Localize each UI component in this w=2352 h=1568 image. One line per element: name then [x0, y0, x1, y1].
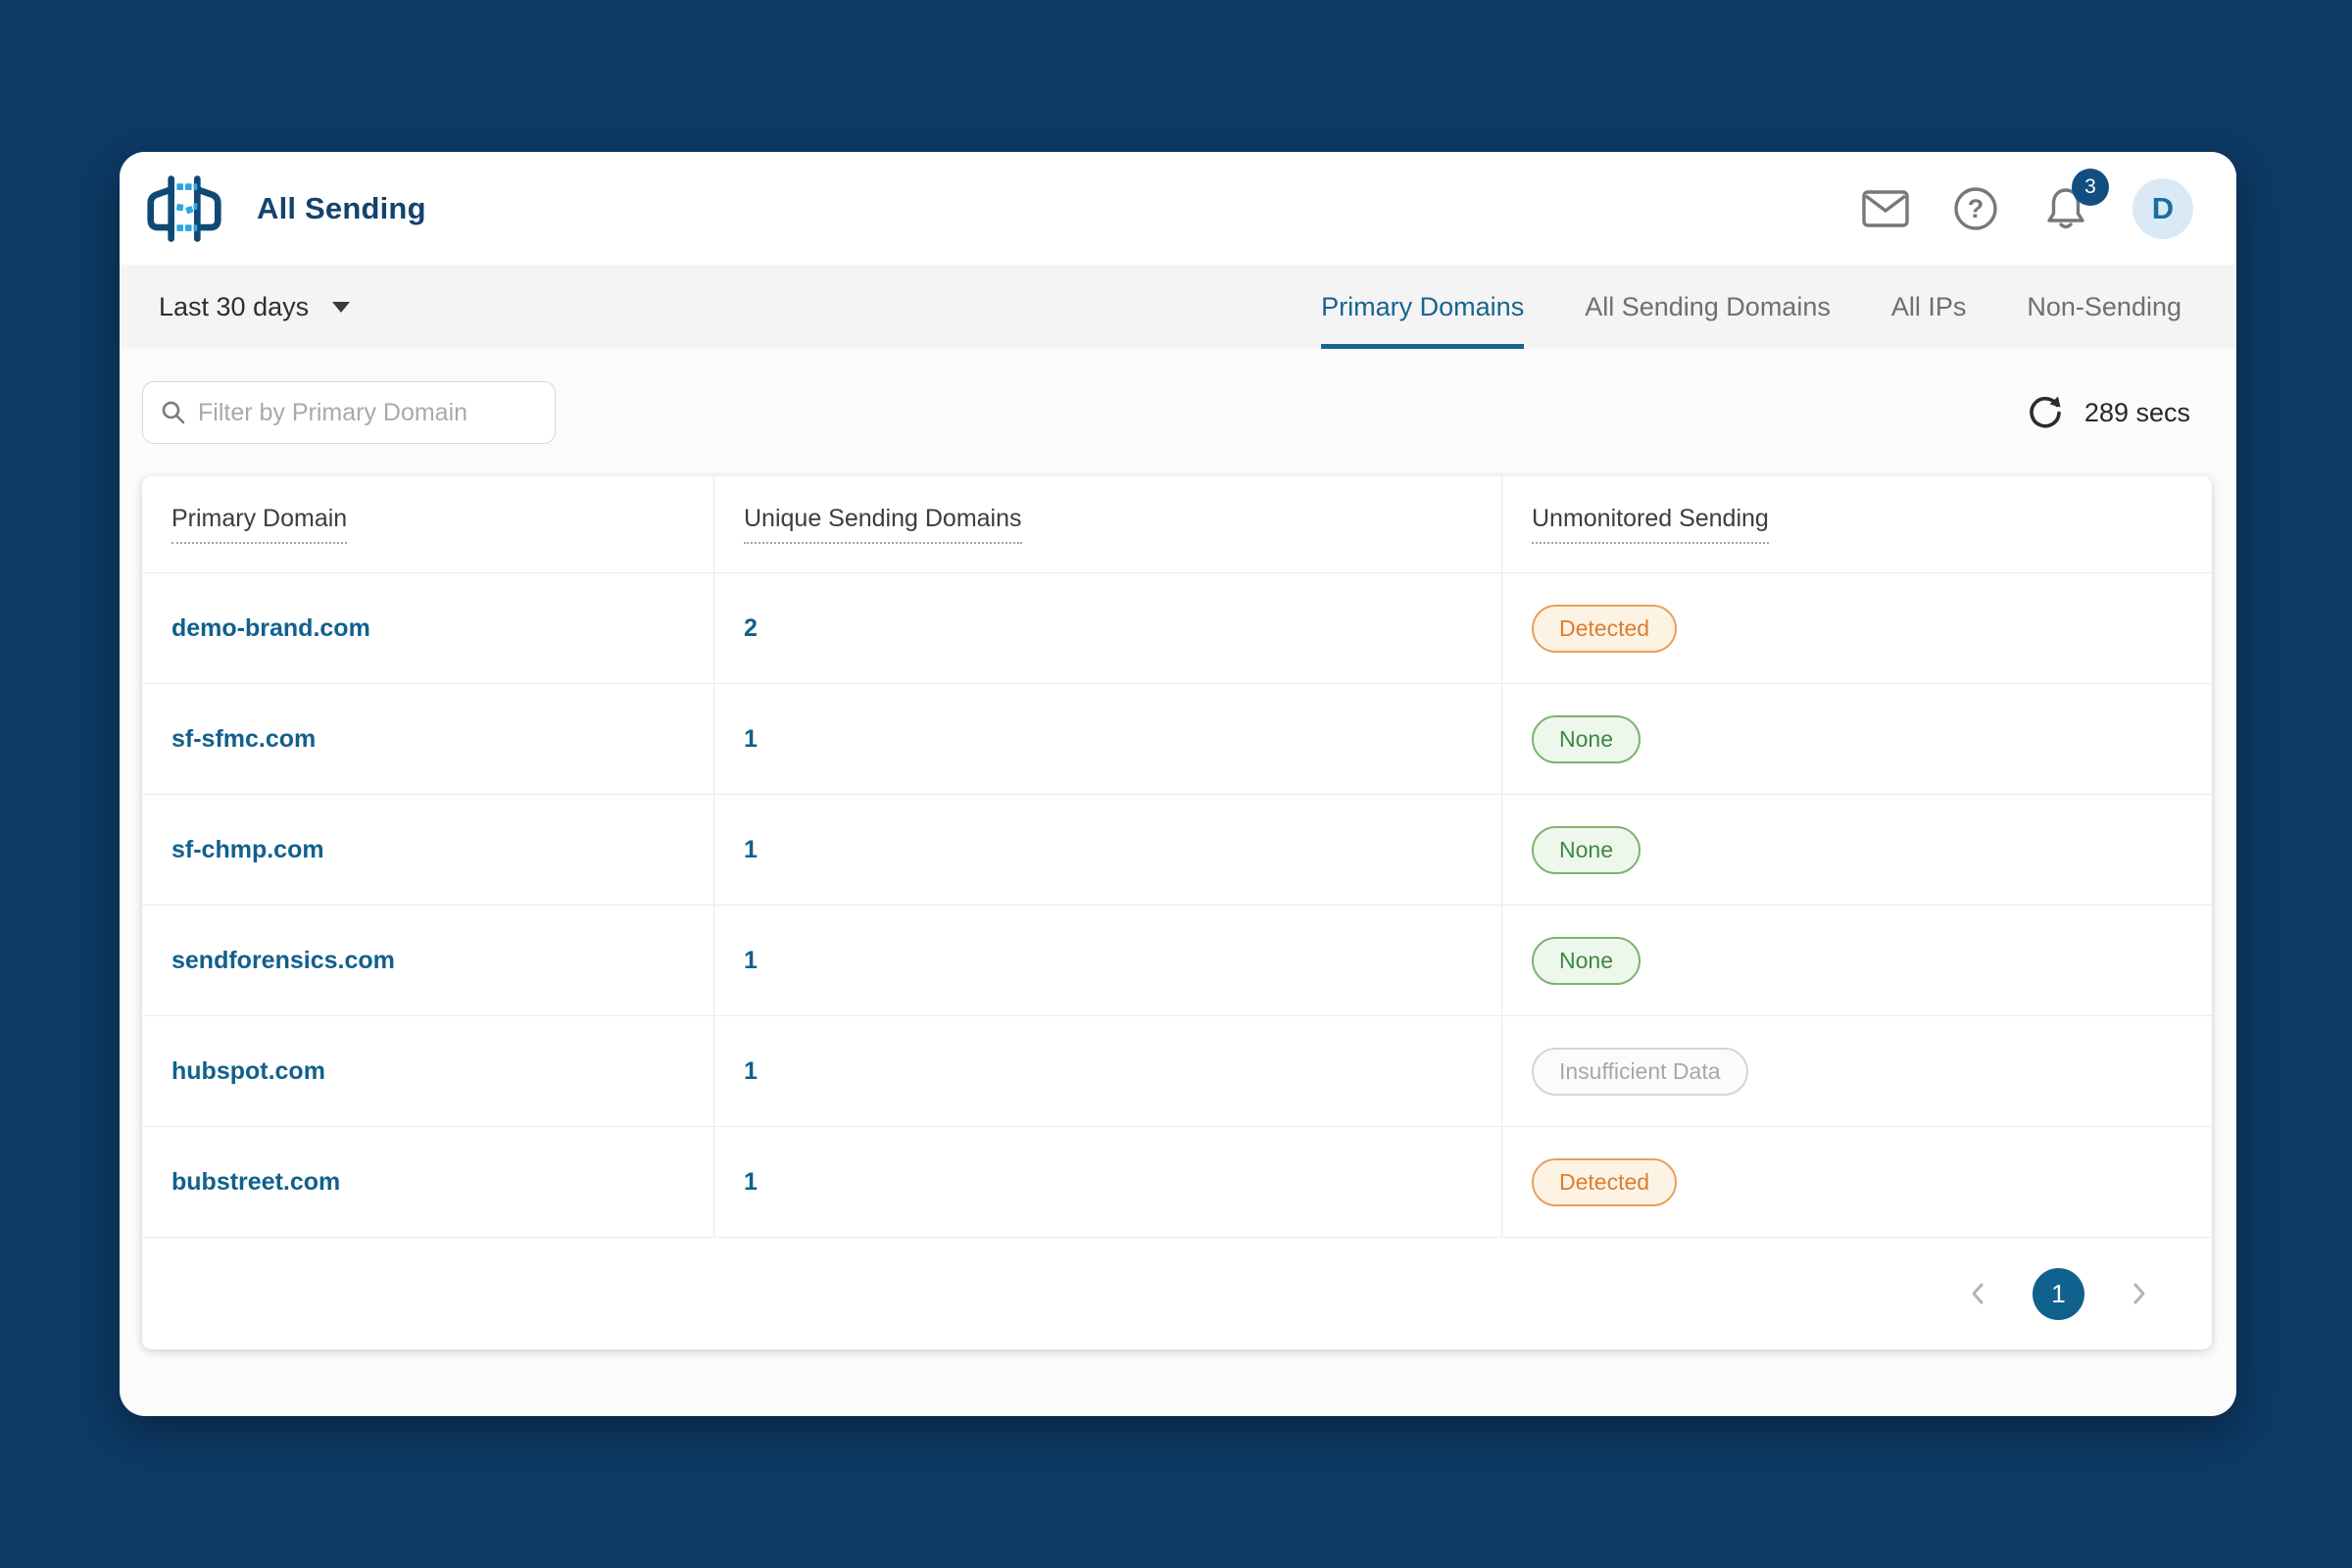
unique-sending-domains-value[interactable]: 2	[744, 613, 758, 642]
status-badge: Insufficient Data	[1532, 1047, 1748, 1096]
table-row: hubspot.com 1 Insufficient Data	[142, 1015, 2212, 1126]
status-badge: Detected	[1532, 1157, 1678, 1206]
filter-input-container	[142, 381, 556, 444]
svg-text:?: ?	[1968, 194, 1984, 223]
primary-domain-link[interactable]: sf-chmp.com	[172, 835, 324, 863]
date-range-label: Last 30 days	[159, 291, 310, 321]
tab-non-sending[interactable]: Non-Sending	[2027, 291, 2181, 321]
table-header-row: Primary Domain Unique Sending Domains Un…	[142, 476, 2212, 572]
primary-domain-link[interactable]: hubspot.com	[172, 1056, 325, 1085]
content-area: 289 secs Primary Domain Unique Sending D…	[120, 349, 2236, 1349]
table-row: demo-brand.com 2 Detected	[142, 572, 2212, 683]
refresh-icon	[2030, 396, 2061, 428]
toolbar: Last 30 days Primary Domains All Sending…	[120, 265, 2236, 349]
table-row: sf-sfmc.com 1 None	[142, 683, 2212, 794]
bell-icon[interactable]: 3	[2042, 168, 2109, 233]
table-row: bubstreet.com 1 Detected	[142, 1126, 2212, 1237]
unique-sending-domains-value[interactable]: 1	[744, 835, 758, 863]
status-badge: None	[1532, 714, 1641, 763]
app-header: All Sending ? 3	[120, 152, 2236, 265]
table-row: sendforensics.com 1 None	[142, 905, 2212, 1015]
date-range-select[interactable]: Last 30 days	[159, 265, 351, 349]
unique-sending-domains-value[interactable]: 1	[744, 724, 758, 753]
status-badge: None	[1532, 825, 1641, 874]
tab-all-ips[interactable]: All IPs	[1890, 291, 1967, 321]
primary-domain-link[interactable]: bubstreet.com	[172, 1167, 341, 1196]
avatar[interactable]: D	[2132, 177, 2193, 239]
search-icon	[162, 401, 185, 424]
tab-bar: Primary Domains All Sending Domains All …	[1321, 265, 2181, 349]
table-row: sf-chmp.com 1 None	[142, 794, 2212, 905]
help-icon[interactable]: ?	[1952, 185, 1999, 232]
pagination: 1	[142, 1237, 2212, 1349]
notification-count-badge: 3	[2072, 168, 2109, 206]
tab-primary-domains[interactable]: Primary Domains	[1321, 265, 1525, 349]
next-page-icon[interactable]	[2126, 1281, 2151, 1306]
column-header-unmonitored-sending[interactable]: Unmonitored Sending	[1532, 505, 1769, 544]
primary-domain-link[interactable]: sf-sfmc.com	[172, 724, 317, 753]
app-logo-icon	[147, 174, 221, 242]
filter-primary-domain-input[interactable]	[198, 398, 537, 427]
refresh-control[interactable]: 289 secs	[2028, 395, 2212, 430]
app-window: All Sending ? 3	[120, 152, 2236, 1416]
refresh-countdown: 289 secs	[2083, 397, 2190, 427]
status-badge: Detected	[1532, 604, 1678, 653]
column-header-primary-domain[interactable]: Primary Domain	[172, 505, 348, 544]
page-number-button[interactable]: 1	[2033, 1267, 2084, 1320]
domains-table: Primary Domain Unique Sending Domains Un…	[142, 476, 2212, 1349]
status-badge: None	[1532, 936, 1641, 985]
unique-sending-domains-value[interactable]: 1	[744, 1167, 758, 1196]
unique-sending-domains-value[interactable]: 1	[744, 1056, 758, 1085]
mail-icon[interactable]	[1862, 189, 1909, 227]
table-body: demo-brand.com 2 Detected sf-sfmc.com 1 …	[142, 572, 2212, 1237]
unique-sending-domains-value[interactable]: 1	[744, 946, 758, 974]
column-header-unique-sending-domains[interactable]: Unique Sending Domains	[744, 505, 1022, 544]
primary-domain-link[interactable]: sendforensics.com	[172, 946, 395, 974]
chevron-down-icon	[332, 301, 351, 313]
page-title: All Sending	[257, 190, 426, 225]
primary-domain-link[interactable]: demo-brand.com	[172, 613, 370, 642]
previous-page-icon[interactable]	[1966, 1281, 1991, 1306]
tab-all-sending-domains[interactable]: All Sending Domains	[1585, 291, 1831, 321]
